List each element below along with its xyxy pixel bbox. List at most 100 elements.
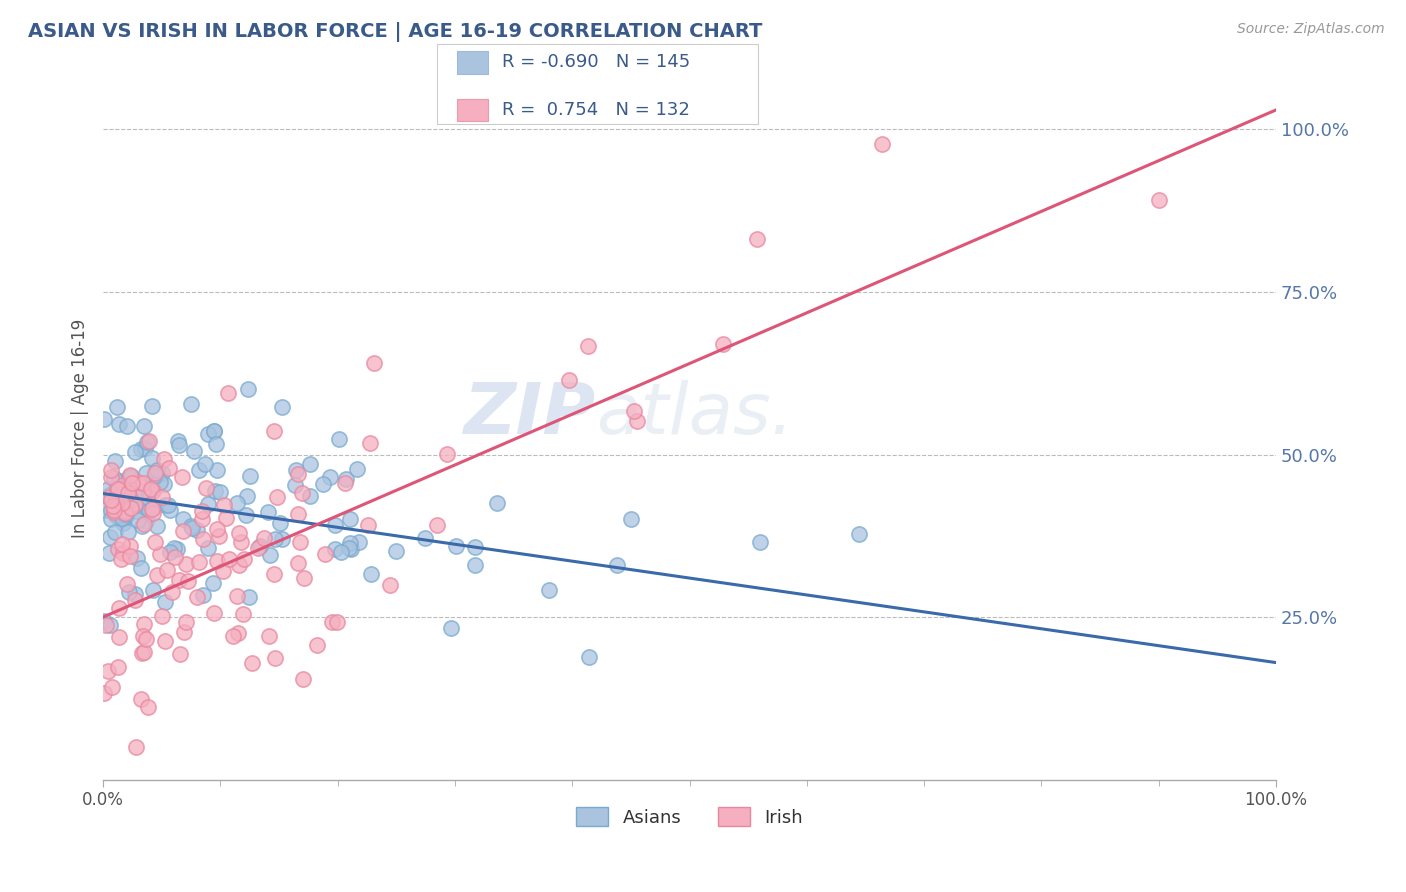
Point — [167, 438, 190, 452]
Point — [105, 482, 128, 496]
Point — [360, 566, 382, 581]
Point — [120, 549, 142, 564]
Point — [105, 508, 128, 523]
Point — [150, 608, 173, 623]
Point — [134, 441, 156, 455]
Point — [287, 556, 309, 570]
Point — [249, 539, 271, 553]
Point — [222, 629, 245, 643]
Point — [110, 552, 132, 566]
Point — [333, 475, 356, 490]
Point — [153, 595, 176, 609]
Point — [166, 541, 188, 556]
Point — [117, 524, 139, 539]
Point — [270, 400, 292, 414]
Point — [226, 496, 249, 510]
Point — [291, 486, 314, 500]
Point — [134, 645, 156, 659]
Point — [107, 504, 129, 518]
Point — [156, 498, 179, 512]
Point — [226, 589, 249, 603]
Point — [117, 576, 139, 591]
Point — [172, 524, 194, 538]
Point — [111, 537, 134, 551]
Point — [328, 432, 350, 446]
Point — [143, 469, 166, 483]
Point — [238, 590, 260, 604]
Point — [98, 488, 121, 502]
Point — [312, 477, 335, 491]
Point — [94, 618, 117, 632]
Point — [359, 436, 381, 450]
Point — [202, 576, 225, 591]
Point — [98, 490, 121, 504]
Point — [197, 427, 219, 442]
Point — [180, 397, 202, 411]
Point — [142, 501, 165, 516]
Point — [108, 474, 131, 488]
Point — [155, 563, 177, 577]
Point — [188, 462, 211, 476]
Point — [103, 501, 125, 516]
Point — [233, 552, 256, 566]
Point — [266, 490, 288, 504]
Point — [356, 518, 378, 533]
Point — [159, 545, 181, 559]
Point — [108, 600, 131, 615]
Point — [125, 504, 148, 518]
Point — [108, 630, 131, 644]
Point — [141, 482, 163, 496]
Point — [197, 497, 219, 511]
Point — [264, 650, 287, 665]
Point — [321, 615, 343, 629]
Point — [107, 500, 129, 515]
Point — [292, 672, 315, 686]
Point — [142, 482, 165, 496]
Point — [172, 512, 194, 526]
Point — [145, 469, 167, 483]
Text: ZIP: ZIP — [464, 380, 596, 449]
Point — [169, 647, 191, 661]
Point — [107, 542, 129, 557]
Point — [100, 492, 122, 507]
Point — [118, 585, 141, 599]
Point — [150, 490, 173, 504]
Point — [128, 496, 150, 510]
Point — [101, 680, 124, 694]
Point — [197, 541, 219, 556]
Text: R =  0.754   N = 132: R = 0.754 N = 132 — [502, 101, 690, 119]
Point — [112, 504, 135, 518]
Point — [347, 535, 370, 549]
Point — [138, 504, 160, 518]
Point — [749, 535, 772, 549]
Point — [378, 578, 401, 592]
Point — [152, 477, 174, 491]
Point — [121, 475, 143, 490]
Point — [187, 555, 209, 569]
Point — [339, 512, 361, 526]
Point — [177, 574, 200, 588]
Point — [335, 472, 357, 486]
Point — [558, 372, 581, 386]
Point — [285, 463, 308, 477]
Point — [169, 574, 191, 588]
Point — [132, 476, 155, 491]
Point — [153, 498, 176, 512]
Point — [110, 508, 132, 522]
Point — [209, 485, 232, 500]
Point — [176, 557, 198, 571]
Point — [211, 564, 233, 578]
Point — [100, 503, 122, 517]
Point — [202, 606, 225, 620]
Point — [120, 469, 142, 483]
Point — [114, 508, 136, 523]
Point — [104, 454, 127, 468]
Point — [104, 507, 127, 521]
Point — [218, 552, 240, 566]
Point — [112, 488, 135, 502]
Point — [191, 503, 214, 517]
Point — [124, 497, 146, 511]
Point — [114, 506, 136, 520]
Point — [271, 532, 294, 546]
Point — [183, 443, 205, 458]
